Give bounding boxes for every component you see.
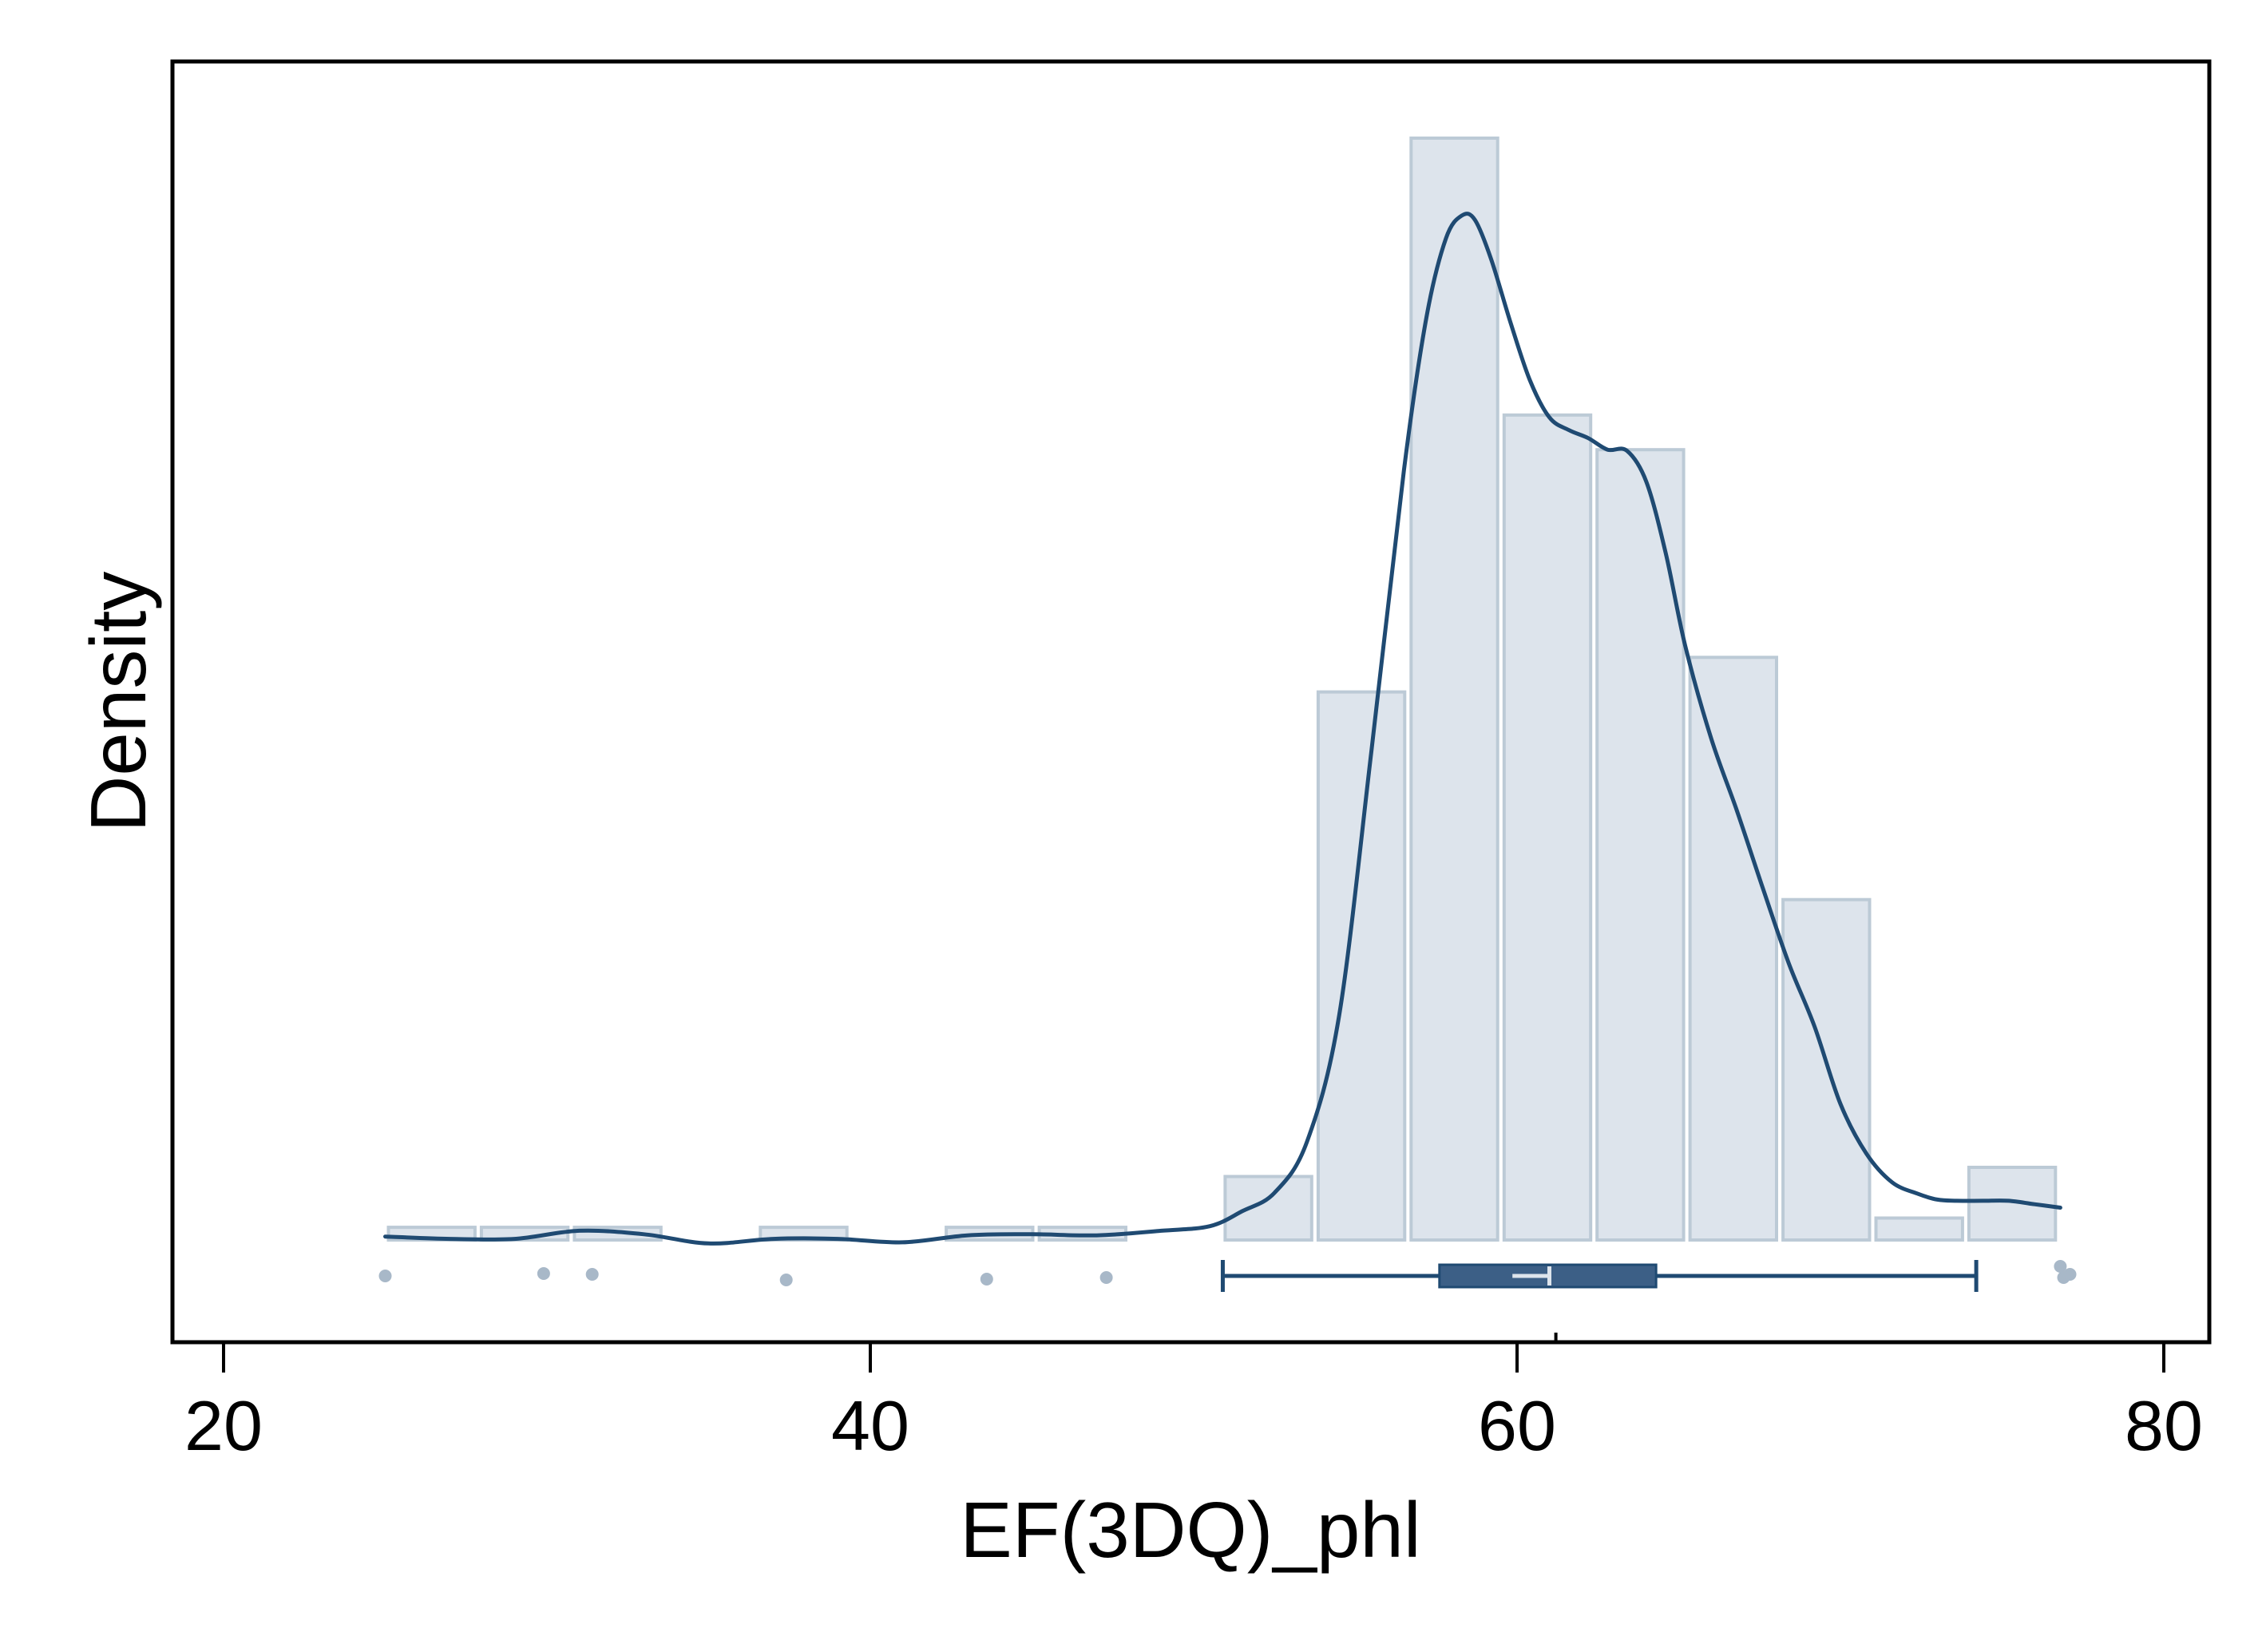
outlier-point-6 [2054, 1260, 2067, 1273]
x-tick-label-80: 80 [2125, 1386, 2203, 1465]
outlier-point-4 [980, 1273, 993, 1286]
outlier-point-5 [1099, 1271, 1113, 1284]
outlier-point-3 [779, 1274, 793, 1286]
x-tick-label-60: 60 [1478, 1386, 1556, 1465]
outlier-point-1 [537, 1267, 550, 1280]
histogram-bar-10 [1316, 690, 1407, 1242]
histogram-bar-11 [1409, 137, 1499, 1242]
x-tick-label-20: 20 [184, 1386, 263, 1465]
kde-curve [383, 212, 2062, 1246]
plot-frame [170, 59, 2212, 1345]
histogram-bars [386, 137, 2058, 1242]
histogram-bar-12 [1502, 413, 1593, 1242]
y-axis-title: Density [74, 572, 162, 833]
x-axis-title: EF(3DQ)_phl [960, 1486, 1420, 1574]
histogram-bar-9 [1223, 1175, 1313, 1242]
kde-layer [383, 212, 2062, 1246]
boxplot [1220, 1260, 1979, 1292]
outlier-point-0 [378, 1270, 392, 1282]
outlier-points [378, 1260, 2077, 1286]
outlier-point-8 [2063, 1268, 2077, 1281]
histogram-bar-15 [1781, 897, 1872, 1242]
outlier-point-2 [585, 1268, 599, 1281]
histogram-bar-13 [1595, 448, 1686, 1242]
x-tick-label-40: 40 [831, 1386, 909, 1465]
histogram-bar-14 [1688, 656, 1779, 1242]
histogram-bar-16 [1874, 1216, 1964, 1242]
x-axis: 20 40 60 80 [184, 1333, 2203, 1465]
